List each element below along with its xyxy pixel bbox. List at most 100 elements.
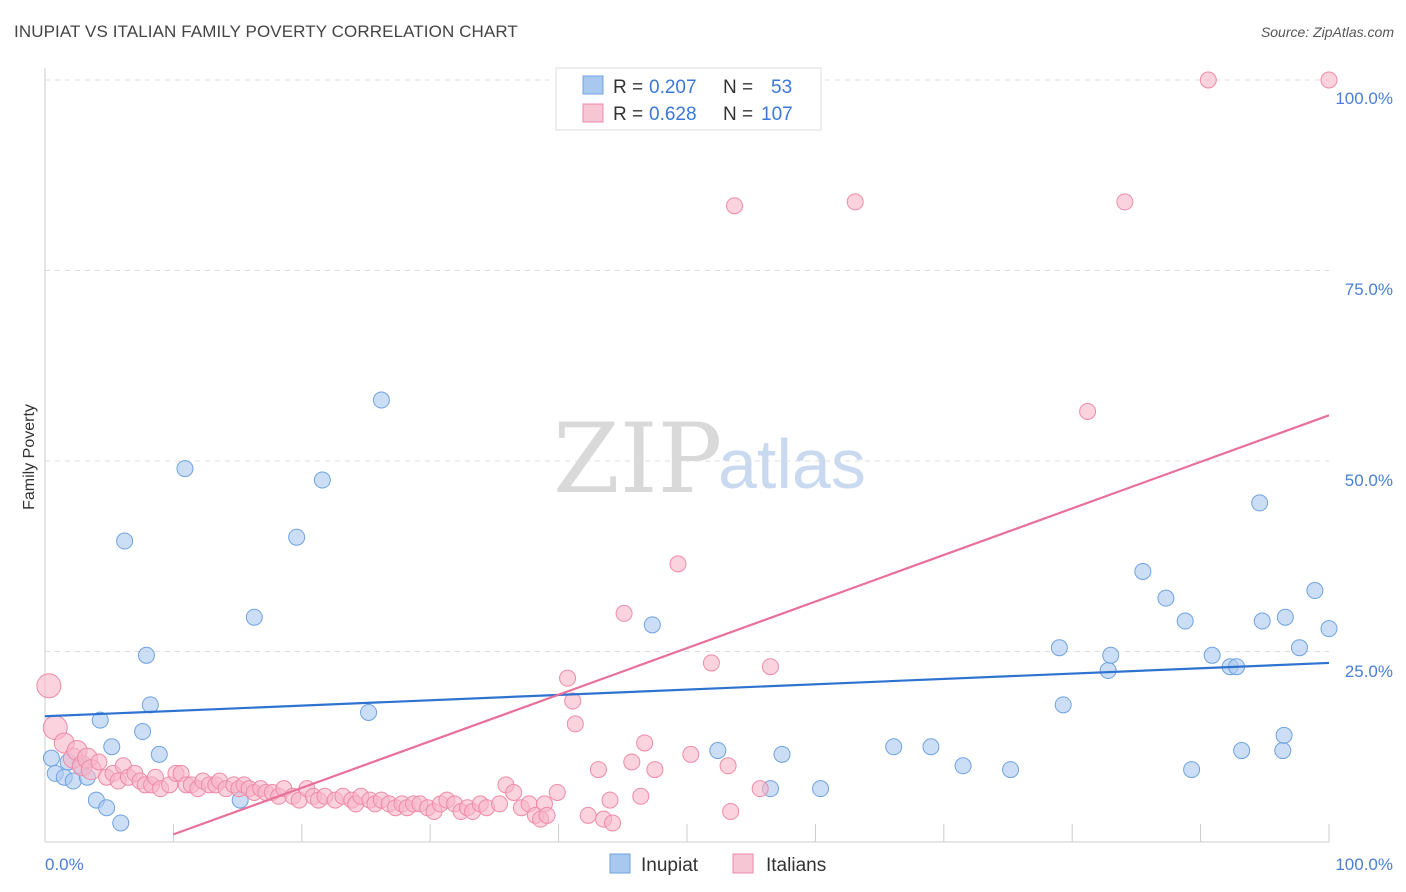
- source-credit: Source: ZipAtlas.com: [1260, 24, 1394, 40]
- legend-n-label-1: N =: [723, 77, 753, 98]
- point-inupiat-14: [137, 646, 155, 664]
- series-legend: Inupiat Italians: [609, 853, 826, 876]
- point-inupiat-45: [1251, 494, 1269, 512]
- point-inupiat-48: [1275, 726, 1293, 744]
- point-italians-106: [1320, 71, 1338, 89]
- point-inupiat-35: [1099, 662, 1117, 680]
- point-inupiat-11: [112, 814, 130, 832]
- point-inupiat-20: [288, 528, 306, 546]
- point-inupiat-49: [1276, 608, 1294, 626]
- point-italians-99: [726, 197, 744, 215]
- point-inupiat-29: [885, 738, 903, 756]
- point-inupiat-15: [141, 696, 159, 714]
- point-italians-0: [36, 673, 62, 699]
- point-inupiat-37: [1134, 562, 1152, 580]
- point-italians-95: [682, 745, 700, 763]
- point-inupiat-19: [245, 608, 263, 626]
- point-inupiat-47: [1274, 742, 1292, 760]
- point-inupiat-44: [1233, 742, 1251, 760]
- point-inupiat-17: [176, 460, 194, 478]
- point-italians-82: [564, 692, 582, 710]
- point-inupiat-25: [709, 742, 727, 760]
- stats-legend: R = 0.207 N = 53 R = 0.628 N = 107: [555, 67, 822, 131]
- point-italians-96: [702, 654, 720, 672]
- point-inupiat-27: [773, 745, 791, 763]
- point-inupiat-38: [1157, 589, 1175, 607]
- point-italians-84: [579, 806, 597, 824]
- point-inupiat-30: [922, 738, 940, 756]
- point-italians-104: [1079, 402, 1097, 420]
- series-legend-swatch-inupiat: [609, 853, 631, 874]
- point-italians-102: [846, 193, 864, 211]
- y-tick-label-75: 75.0%: [1345, 280, 1393, 299]
- point-inupiat-16: [150, 745, 168, 763]
- point-inupiat-0: [42, 749, 60, 767]
- legend-r-label-2: R =: [613, 104, 643, 125]
- point-italians-87: [601, 791, 619, 809]
- y-tick-label-25: 25.0%: [1345, 662, 1393, 681]
- point-inupiat-39: [1176, 612, 1194, 630]
- data-points: [36, 71, 1338, 832]
- point-inupiat-33: [1050, 639, 1068, 657]
- trend-lines: [44, 414, 1330, 836]
- legend-r-value-1: 0.207: [649, 77, 697, 98]
- x-tick-label-min: 0.0%: [45, 855, 84, 874]
- point-inupiat-40: [1183, 761, 1201, 779]
- point-italians-89: [615, 604, 633, 622]
- gridlines: [45, 79, 1329, 652]
- point-italians-91: [632, 787, 650, 805]
- point-inupiat-50: [1290, 639, 1308, 657]
- series-legend-label-italians: Italians: [766, 855, 826, 876]
- point-italians-71: [491, 795, 509, 813]
- point-inupiat-34: [1054, 696, 1072, 714]
- legend-n-label-2: N =: [723, 104, 753, 125]
- point-inupiat-52: [1320, 620, 1338, 638]
- legend-r-label-1: R =: [613, 77, 643, 98]
- point-italians-98: [722, 803, 740, 821]
- point-italians-8: [90, 753, 108, 771]
- point-italians-103: [1116, 193, 1134, 211]
- y-tick-label-50: 50.0%: [1345, 471, 1393, 490]
- point-inupiat-28: [812, 780, 830, 798]
- series-legend-swatch-italians: [732, 853, 754, 874]
- point-inupiat-32: [1002, 761, 1020, 779]
- point-italians-81: [559, 669, 577, 687]
- point-inupiat-36: [1102, 646, 1120, 664]
- point-italians-105: [1199, 71, 1217, 89]
- point-italians-94: [669, 555, 687, 573]
- legend-swatch-inupiat: [582, 75, 604, 95]
- point-inupiat-9: [98, 799, 116, 817]
- point-inupiat-46: [1253, 612, 1271, 630]
- point-inupiat-23: [372, 391, 390, 409]
- point-inupiat-31: [954, 757, 972, 775]
- point-italians-88: [604, 814, 622, 832]
- point-inupiat-24: [643, 616, 661, 634]
- axes: [44, 68, 1330, 843]
- point-italians-79: [538, 806, 556, 824]
- y-tick-label-100: 100.0%: [1335, 89, 1393, 108]
- point-italians-73: [505, 783, 523, 801]
- legend-r-value-2: 0.628: [649, 104, 697, 125]
- watermark-atlas: atlas: [718, 425, 866, 503]
- point-italians-83: [566, 715, 584, 733]
- point-italians-93: [646, 761, 664, 779]
- point-italians-101: [761, 658, 779, 676]
- legend-swatch-italians: [582, 103, 604, 123]
- point-inupiat-51: [1306, 582, 1324, 600]
- point-italians-100: [751, 780, 769, 798]
- point-italians-85: [589, 761, 607, 779]
- y-axis-label: Family Poverty: [21, 404, 38, 510]
- point-inupiat-8: [91, 711, 109, 729]
- point-inupiat-12: [116, 532, 134, 550]
- trend-line-italians: [173, 414, 1330, 836]
- watermark-zip: ZIP: [553, 403, 722, 515]
- point-inupiat-22: [360, 703, 378, 721]
- point-inupiat-10: [103, 738, 121, 756]
- legend-n-value-1: 53: [771, 77, 792, 98]
- point-italians-80: [548, 783, 566, 801]
- point-italians-90: [623, 753, 641, 771]
- trend-line-inupiat: [44, 661, 1330, 718]
- x-tick-label-max: 100.0%: [1335, 855, 1393, 874]
- point-italians-97: [719, 757, 737, 775]
